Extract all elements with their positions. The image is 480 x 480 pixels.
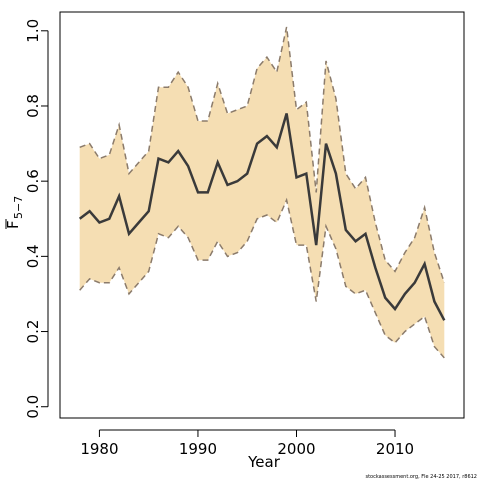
- y-tick-label: 0.8: [24, 94, 42, 118]
- plot-frame: [59, 11, 465, 419]
- x-axis: 1980 1990 2000 2010: [80, 429, 414, 458]
- x-tick-label: 2010: [376, 440, 414, 458]
- x-tick-label: 1980: [80, 440, 118, 458]
- x-axis-title: Year: [247, 453, 281, 471]
- y-tick-label: 0.2: [24, 320, 42, 344]
- y-axis-title-main: F: [4, 220, 22, 229]
- y-axis: 0.0 0.2 0.4 0.6 0.8 1.0: [24, 19, 49, 419]
- footnote: stockassessment.org, Fle 24-25 2017, r86…: [365, 474, 477, 480]
- plot-layer: [78, 26, 446, 359]
- y-tick-label: 0.6: [24, 169, 42, 193]
- estimate-line: [78, 113, 446, 321]
- y-tick-label: 0.0: [24, 395, 42, 419]
- x-tick-label: 1990: [179, 440, 217, 458]
- upper-bound-line: [79, 26, 446, 283]
- y-axis-title-subscript: 5−7: [12, 196, 25, 219]
- y-axis-title: F 5−7: [4, 196, 25, 229]
- lower-bound-line: [79, 197, 445, 359]
- y-tick-label: 0.4: [24, 244, 42, 268]
- confidence-band: [79, 27, 445, 358]
- y-tick-label: 1.0: [24, 19, 42, 43]
- x-tick-label: 2000: [277, 440, 315, 458]
